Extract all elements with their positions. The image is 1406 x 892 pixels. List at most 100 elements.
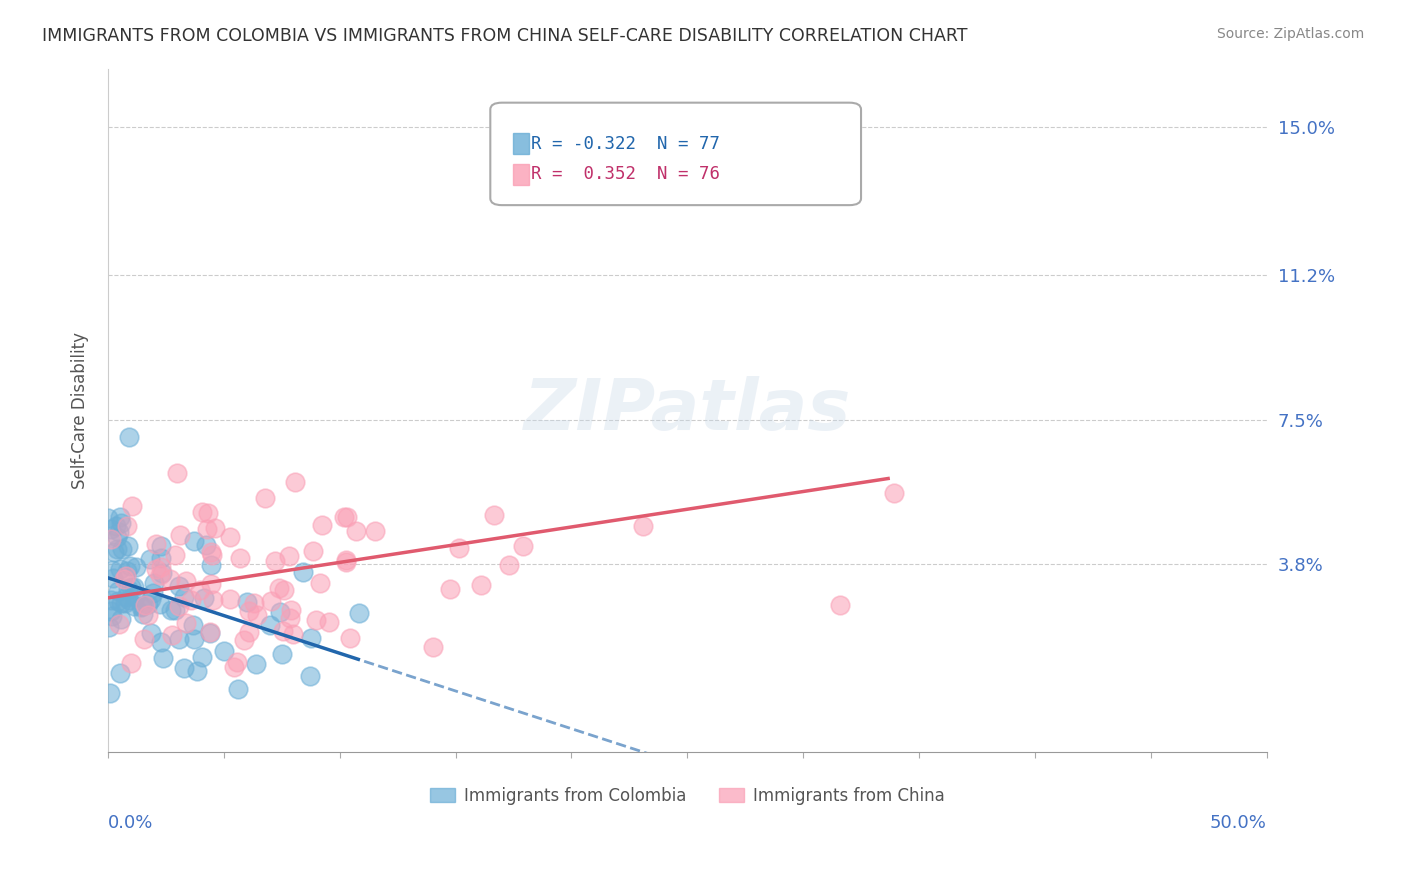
Immigrants from China	[498, 558, 520, 572]
Immigrants from China	[318, 615, 340, 630]
Immigrants from Colombia	[347, 606, 370, 620]
Immigrants from China	[191, 505, 214, 519]
Immigrants from Colombia	[292, 565, 315, 579]
Immigrants from China	[336, 510, 359, 524]
Immigrants from China	[339, 631, 361, 645]
Immigrants from China	[166, 467, 188, 481]
Immigrants from Colombia	[124, 590, 146, 604]
Text: R =  0.352  N = 76: R = 0.352 N = 76	[531, 165, 720, 184]
Immigrants from Colombia	[101, 563, 124, 577]
Immigrants from Colombia	[100, 593, 122, 607]
Immigrants from China	[145, 537, 167, 551]
Immigrants from Colombia	[150, 566, 173, 580]
Text: ZIPatlas: ZIPatlas	[523, 376, 851, 444]
Immigrants from Colombia	[110, 612, 132, 626]
Immigrants from China	[447, 541, 470, 555]
Immigrants from Colombia	[98, 686, 121, 700]
Immigrants from Colombia	[169, 579, 191, 593]
Immigrants from Colombia	[125, 560, 148, 574]
Immigrants from Colombia	[139, 551, 162, 566]
Immigrants from China	[243, 596, 266, 610]
Immigrants from Colombia	[117, 539, 139, 553]
Immigrants from Colombia	[110, 516, 132, 530]
Immigrants from China	[335, 555, 357, 569]
Immigrants from China	[302, 544, 325, 558]
Immigrants from Colombia	[200, 626, 222, 640]
Immigrants from Colombia	[142, 586, 165, 600]
Immigrants from Colombia	[183, 618, 205, 632]
Immigrants from Colombia	[120, 580, 142, 594]
Immigrants from Colombia	[108, 562, 131, 576]
Immigrants from China	[883, 486, 905, 500]
Immigrants from Colombia	[117, 582, 139, 596]
Immigrants from China	[245, 607, 267, 622]
Immigrants from China	[512, 539, 534, 553]
Immigrants from China	[309, 575, 332, 590]
Immigrants from Colombia	[115, 590, 138, 604]
Immigrants from China	[108, 617, 131, 632]
Immigrants from Colombia	[191, 649, 214, 664]
Immigrants from China	[120, 656, 142, 670]
Text: Source: ZipAtlas.com: Source: ZipAtlas.com	[1216, 27, 1364, 41]
Immigrants from China	[229, 551, 252, 566]
Immigrants from China	[264, 554, 287, 568]
Immigrants from China	[180, 593, 202, 607]
Immigrants from Colombia	[103, 545, 125, 559]
Text: IMMIGRANTS FROM COLOMBIA VS IMMIGRANTS FROM CHINA SELF-CARE DISABILITY CORRELATI: IMMIGRANTS FROM COLOMBIA VS IMMIGRANTS F…	[42, 27, 967, 45]
Immigrants from Colombia	[299, 669, 322, 683]
Immigrants from Colombia	[269, 605, 291, 619]
Immigrants from Colombia	[98, 620, 121, 634]
Immigrants from Colombia	[124, 580, 146, 594]
Immigrants from Colombia	[149, 539, 172, 553]
Immigrants from China	[132, 632, 155, 646]
Immigrants from Colombia	[107, 584, 129, 599]
Immigrants from Colombia	[183, 534, 205, 549]
Immigrants from China	[278, 611, 301, 625]
Immigrants from Colombia	[152, 651, 174, 665]
Immigrants from China	[121, 500, 143, 514]
Immigrants from China	[167, 599, 190, 613]
Immigrants from China	[149, 568, 172, 582]
Immigrants from China	[224, 660, 246, 674]
Immigrants from Colombia	[186, 664, 208, 678]
Immigrants from Colombia	[149, 597, 172, 611]
Immigrants from Colombia	[299, 631, 322, 645]
Immigrants from Colombia	[173, 661, 195, 675]
Immigrants from China	[150, 560, 173, 574]
Immigrants from China	[332, 510, 354, 524]
Immigrants from China	[238, 604, 260, 618]
Immigrants from China	[830, 598, 852, 612]
Immigrants from Colombia	[167, 632, 190, 646]
Immigrants from China	[159, 572, 181, 586]
Immigrants from China	[136, 607, 159, 622]
Immigrants from Colombia	[129, 600, 152, 615]
Immigrants from Colombia	[108, 510, 131, 524]
Immigrants from China	[218, 591, 240, 606]
Immigrants from China	[165, 548, 187, 562]
Immigrants from China	[100, 532, 122, 546]
Immigrants from Colombia	[228, 682, 250, 697]
Immigrants from Colombia	[131, 599, 153, 613]
Immigrants from China	[195, 522, 218, 536]
Immigrants from Colombia	[259, 617, 281, 632]
Immigrants from China	[188, 583, 211, 598]
Immigrants from Colombia	[97, 511, 120, 525]
Immigrants from China	[169, 528, 191, 542]
Immigrants from China	[280, 603, 302, 617]
Immigrants from Colombia	[214, 644, 236, 658]
Immigrants from China	[204, 521, 226, 535]
Immigrants from China	[232, 632, 254, 647]
Immigrants from China	[115, 519, 138, 533]
Immigrants from China	[278, 549, 301, 563]
Immigrants from Colombia	[108, 666, 131, 681]
Legend: Immigrants from Colombia, Immigrants from China: Immigrants from Colombia, Immigrants fro…	[430, 787, 945, 805]
Bar	[513, 164, 529, 185]
Immigrants from Colombia	[103, 570, 125, 584]
Immigrants from China	[273, 582, 295, 597]
Text: R = -0.322  N = 77: R = -0.322 N = 77	[531, 135, 720, 153]
Immigrants from China	[283, 475, 305, 490]
Immigrants from China	[112, 572, 135, 586]
Text: 50.0%: 50.0%	[1209, 814, 1267, 832]
Immigrants from China	[260, 594, 283, 608]
Immigrants from China	[201, 548, 224, 562]
